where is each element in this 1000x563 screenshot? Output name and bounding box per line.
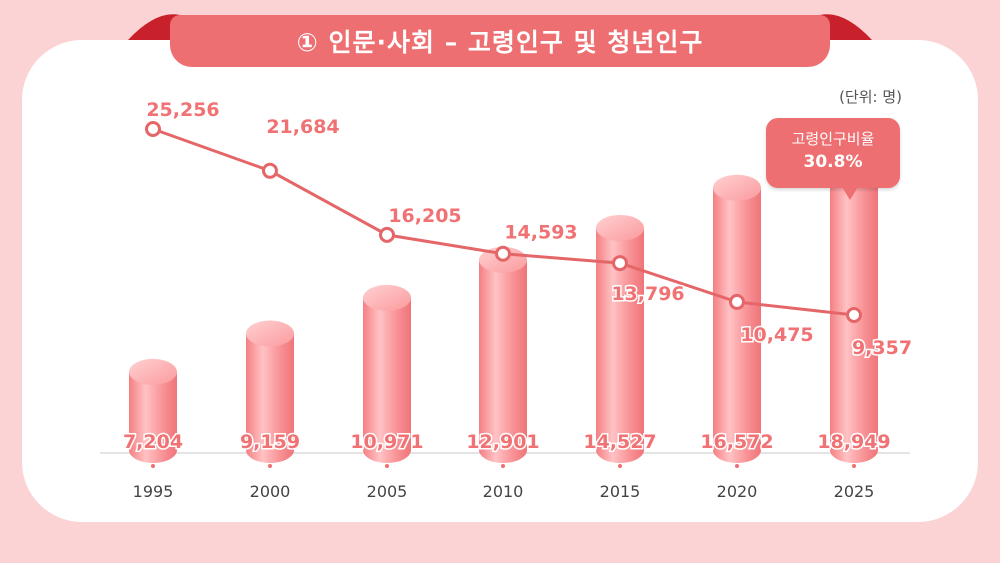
bar-top bbox=[713, 174, 761, 201]
bar-value-label: 18,949 bbox=[817, 431, 890, 453]
x-tick-label: 2010 bbox=[483, 482, 524, 501]
line-value-label: 25,256 bbox=[146, 99, 219, 121]
line-point bbox=[495, 245, 511, 262]
tick-mark bbox=[501, 464, 505, 468]
bar-1995 bbox=[129, 358, 177, 463]
x-tick-label: 2015 bbox=[600, 482, 641, 501]
tick-mark bbox=[618, 464, 622, 468]
bar-2000 bbox=[246, 320, 294, 463]
line-value-label: 13,796 bbox=[611, 283, 684, 305]
bar-body bbox=[713, 187, 761, 464]
line-point bbox=[145, 121, 161, 137]
bar-value-label: 12,901 bbox=[466, 431, 539, 453]
bar-value-label: 16,572 bbox=[700, 431, 773, 453]
callout-label: 고령인구비율 bbox=[791, 130, 875, 148]
bar-2005 bbox=[363, 284, 411, 463]
bar-body bbox=[363, 297, 411, 463]
line-point bbox=[612, 255, 628, 272]
callout-pointer bbox=[842, 187, 858, 200]
bar-value-label: 10,971 bbox=[350, 431, 423, 453]
unit-label: (단위: 명) bbox=[839, 88, 902, 106]
line-point bbox=[846, 307, 862, 323]
bar-body bbox=[596, 227, 644, 463]
bar-2015 bbox=[596, 214, 644, 463]
bar-top bbox=[246, 320, 294, 347]
bar-top bbox=[363, 284, 411, 311]
bar-2020 bbox=[713, 174, 761, 464]
x-tick-label: 2005 bbox=[367, 482, 408, 501]
bar-body bbox=[479, 259, 527, 463]
line-value-label: 10,475 bbox=[740, 324, 813, 346]
bar-value-label: 14,527 bbox=[583, 431, 656, 453]
tick-mark bbox=[151, 464, 155, 468]
x-tick-label: 1995 bbox=[133, 482, 174, 501]
bar-value-label: 7,204 bbox=[123, 431, 183, 453]
bar-body bbox=[830, 141, 878, 463]
bar-top bbox=[596, 214, 644, 241]
line-value-label: 9,357 bbox=[852, 337, 912, 359]
tick-mark bbox=[852, 464, 856, 468]
line-point bbox=[262, 162, 278, 179]
bar-top bbox=[129, 358, 177, 385]
bar-value-label: 9,159 bbox=[240, 431, 300, 453]
line-value-label: 16,205 bbox=[388, 205, 461, 227]
x-tick-label: 2020 bbox=[717, 482, 758, 501]
page-title: ① 인문·사회 – 고령인구 및 청년인구 bbox=[170, 15, 830, 67]
bar-body bbox=[246, 333, 294, 463]
line-point bbox=[729, 293, 745, 310]
line-value-label: 14,593 bbox=[504, 222, 577, 244]
line-value-label: 21,684 bbox=[266, 116, 339, 138]
bar-body bbox=[129, 371, 177, 463]
callout-value: 30.8% bbox=[803, 152, 863, 172]
x-tick-label: 2025 bbox=[834, 482, 875, 501]
ratio-callout: 고령인구비율 30.8% bbox=[766, 118, 900, 188]
tick-mark bbox=[735, 464, 739, 468]
x-tick-label: 2000 bbox=[250, 482, 291, 501]
line-point bbox=[379, 226, 395, 243]
tick-mark bbox=[385, 464, 389, 468]
tick-mark bbox=[268, 464, 272, 468]
